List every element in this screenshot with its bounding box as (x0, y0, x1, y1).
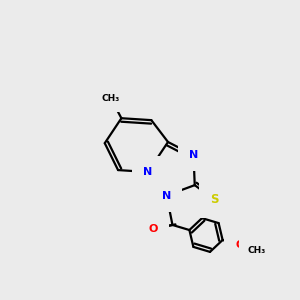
Text: N: N (162, 190, 171, 200)
Text: N: N (189, 150, 198, 160)
Text: S: S (211, 194, 219, 206)
Text: O: O (148, 224, 158, 234)
Text: CH₃: CH₃ (248, 246, 266, 255)
Text: CH₃: CH₃ (102, 94, 120, 103)
Text: O: O (235, 240, 244, 250)
Text: N: N (143, 167, 153, 177)
